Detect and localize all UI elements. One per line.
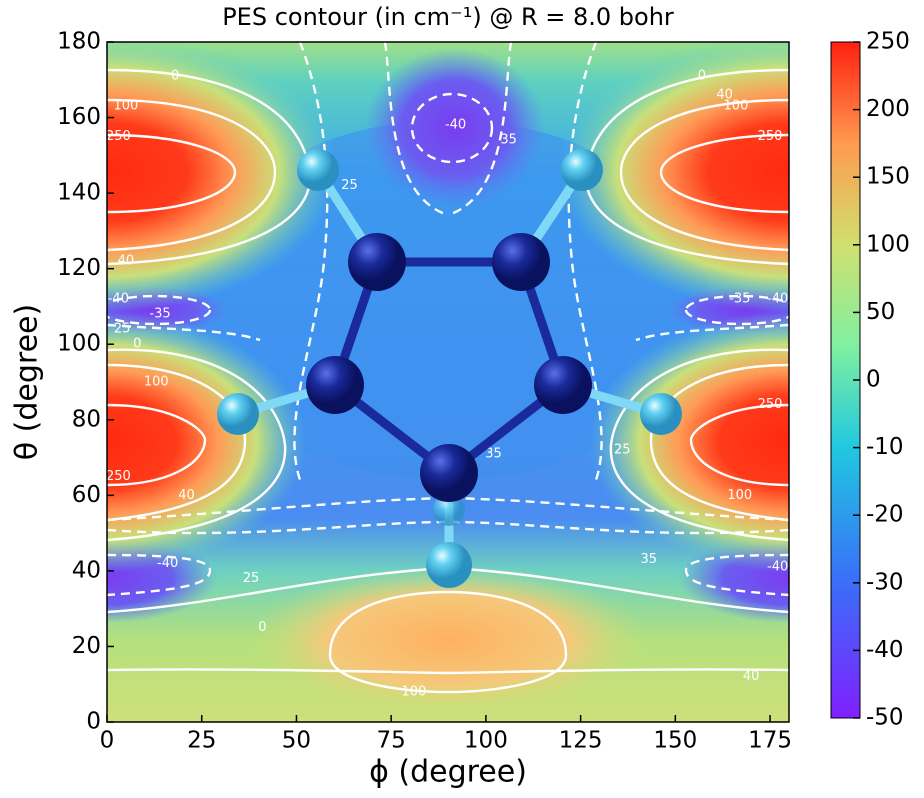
x-tick-label: 0 [100, 728, 115, 754]
contour-label: -40 [157, 556, 178, 571]
contour-label: 100 [114, 99, 139, 114]
contour-label: 250 [758, 129, 783, 144]
y-tick-label: 80 [72, 406, 101, 432]
x-tick-label: 100 [464, 728, 508, 754]
x-tick-label: 75 [377, 728, 406, 754]
contour-label: -40 [767, 291, 788, 306]
x-tick-label: 150 [653, 728, 697, 754]
contour-label: 100 [727, 488, 752, 503]
y-tick-label: 140 [57, 180, 101, 206]
colorbar-tick-label: 0 [866, 367, 881, 393]
contour-label: 25 [341, 178, 358, 193]
contour-label: 35 [485, 446, 502, 461]
y-tick-label: 40 [72, 557, 101, 583]
contour-label: 25 [614, 443, 631, 458]
contour-label: 100 [144, 375, 169, 390]
contour-label: 0 [133, 337, 141, 352]
contour-label: 40 [743, 669, 760, 684]
contour-label: 35 [500, 133, 517, 148]
molecule [217, 149, 682, 588]
contour-label: 25 [243, 571, 260, 586]
contour-label: 40 [716, 87, 733, 102]
y-tick-label: 160 [57, 104, 101, 130]
colorbar-tick-label: -50 [866, 705, 904, 731]
contour-label: -40 [767, 560, 788, 575]
colorbar-tick-label: -30 [866, 569, 904, 595]
contour-label: 40 [118, 254, 135, 269]
contour-label: -40 [445, 118, 466, 133]
x-tick-label: 175 [748, 728, 792, 754]
contour-label: 250 [758, 397, 783, 412]
colorbar-tick-label: -40 [866, 637, 904, 663]
y-tick-label: 0 [86, 709, 101, 735]
colorbar-tick-label: 200 [866, 96, 910, 122]
contour-label: -35 [149, 307, 170, 322]
colorbar-tick-label: -20 [866, 502, 904, 528]
contour-label: -40 [108, 291, 129, 306]
contour-label: 0 [698, 69, 706, 84]
y-tick-label: 20 [72, 633, 101, 659]
heatmap [107, 42, 789, 722]
contour-label: 100 [401, 684, 426, 699]
contour-label: 250 [106, 129, 131, 144]
colorbar-tick-label: -10 [866, 434, 904, 460]
contour-label: 0 [171, 69, 179, 84]
x-tick-label: 25 [187, 728, 216, 754]
chart-title: PES contour (in cm⁻¹) @ R = 8.0 bohr [222, 3, 674, 31]
contour-label: 25 [114, 322, 131, 337]
contour-lines [107, 42, 449, 694]
contour-label: 250 [106, 469, 131, 484]
y-tick-label: 180 [57, 29, 101, 55]
contour-label: 0 [258, 620, 266, 635]
x-tick-label: 50 [282, 728, 311, 754]
contour-labels: 010025040-40-352501002504025-40350401002… [106, 69, 788, 700]
colorbar-tick-label: 250 [866, 29, 910, 55]
y-tick-label: 120 [57, 255, 101, 281]
contour-label: 100 [724, 99, 749, 114]
plot-frame [106, 41, 790, 723]
colorbar-tick-label: 150 [866, 164, 910, 190]
colorbar-tick-label: 100 [866, 231, 910, 257]
contour-label: 40 [178, 488, 195, 503]
y-tick-label: 60 [72, 482, 101, 508]
contour-label: 35 [641, 552, 658, 567]
x-tick-label: 125 [559, 728, 603, 754]
colorbar-tick-label: 50 [866, 299, 895, 325]
x-axis-label: ϕ (degree) [369, 755, 527, 790]
y-axis-label: θ (degree) [10, 304, 45, 460]
contour-label: -35 [729, 291, 750, 306]
y-tick-label: 100 [57, 331, 101, 357]
